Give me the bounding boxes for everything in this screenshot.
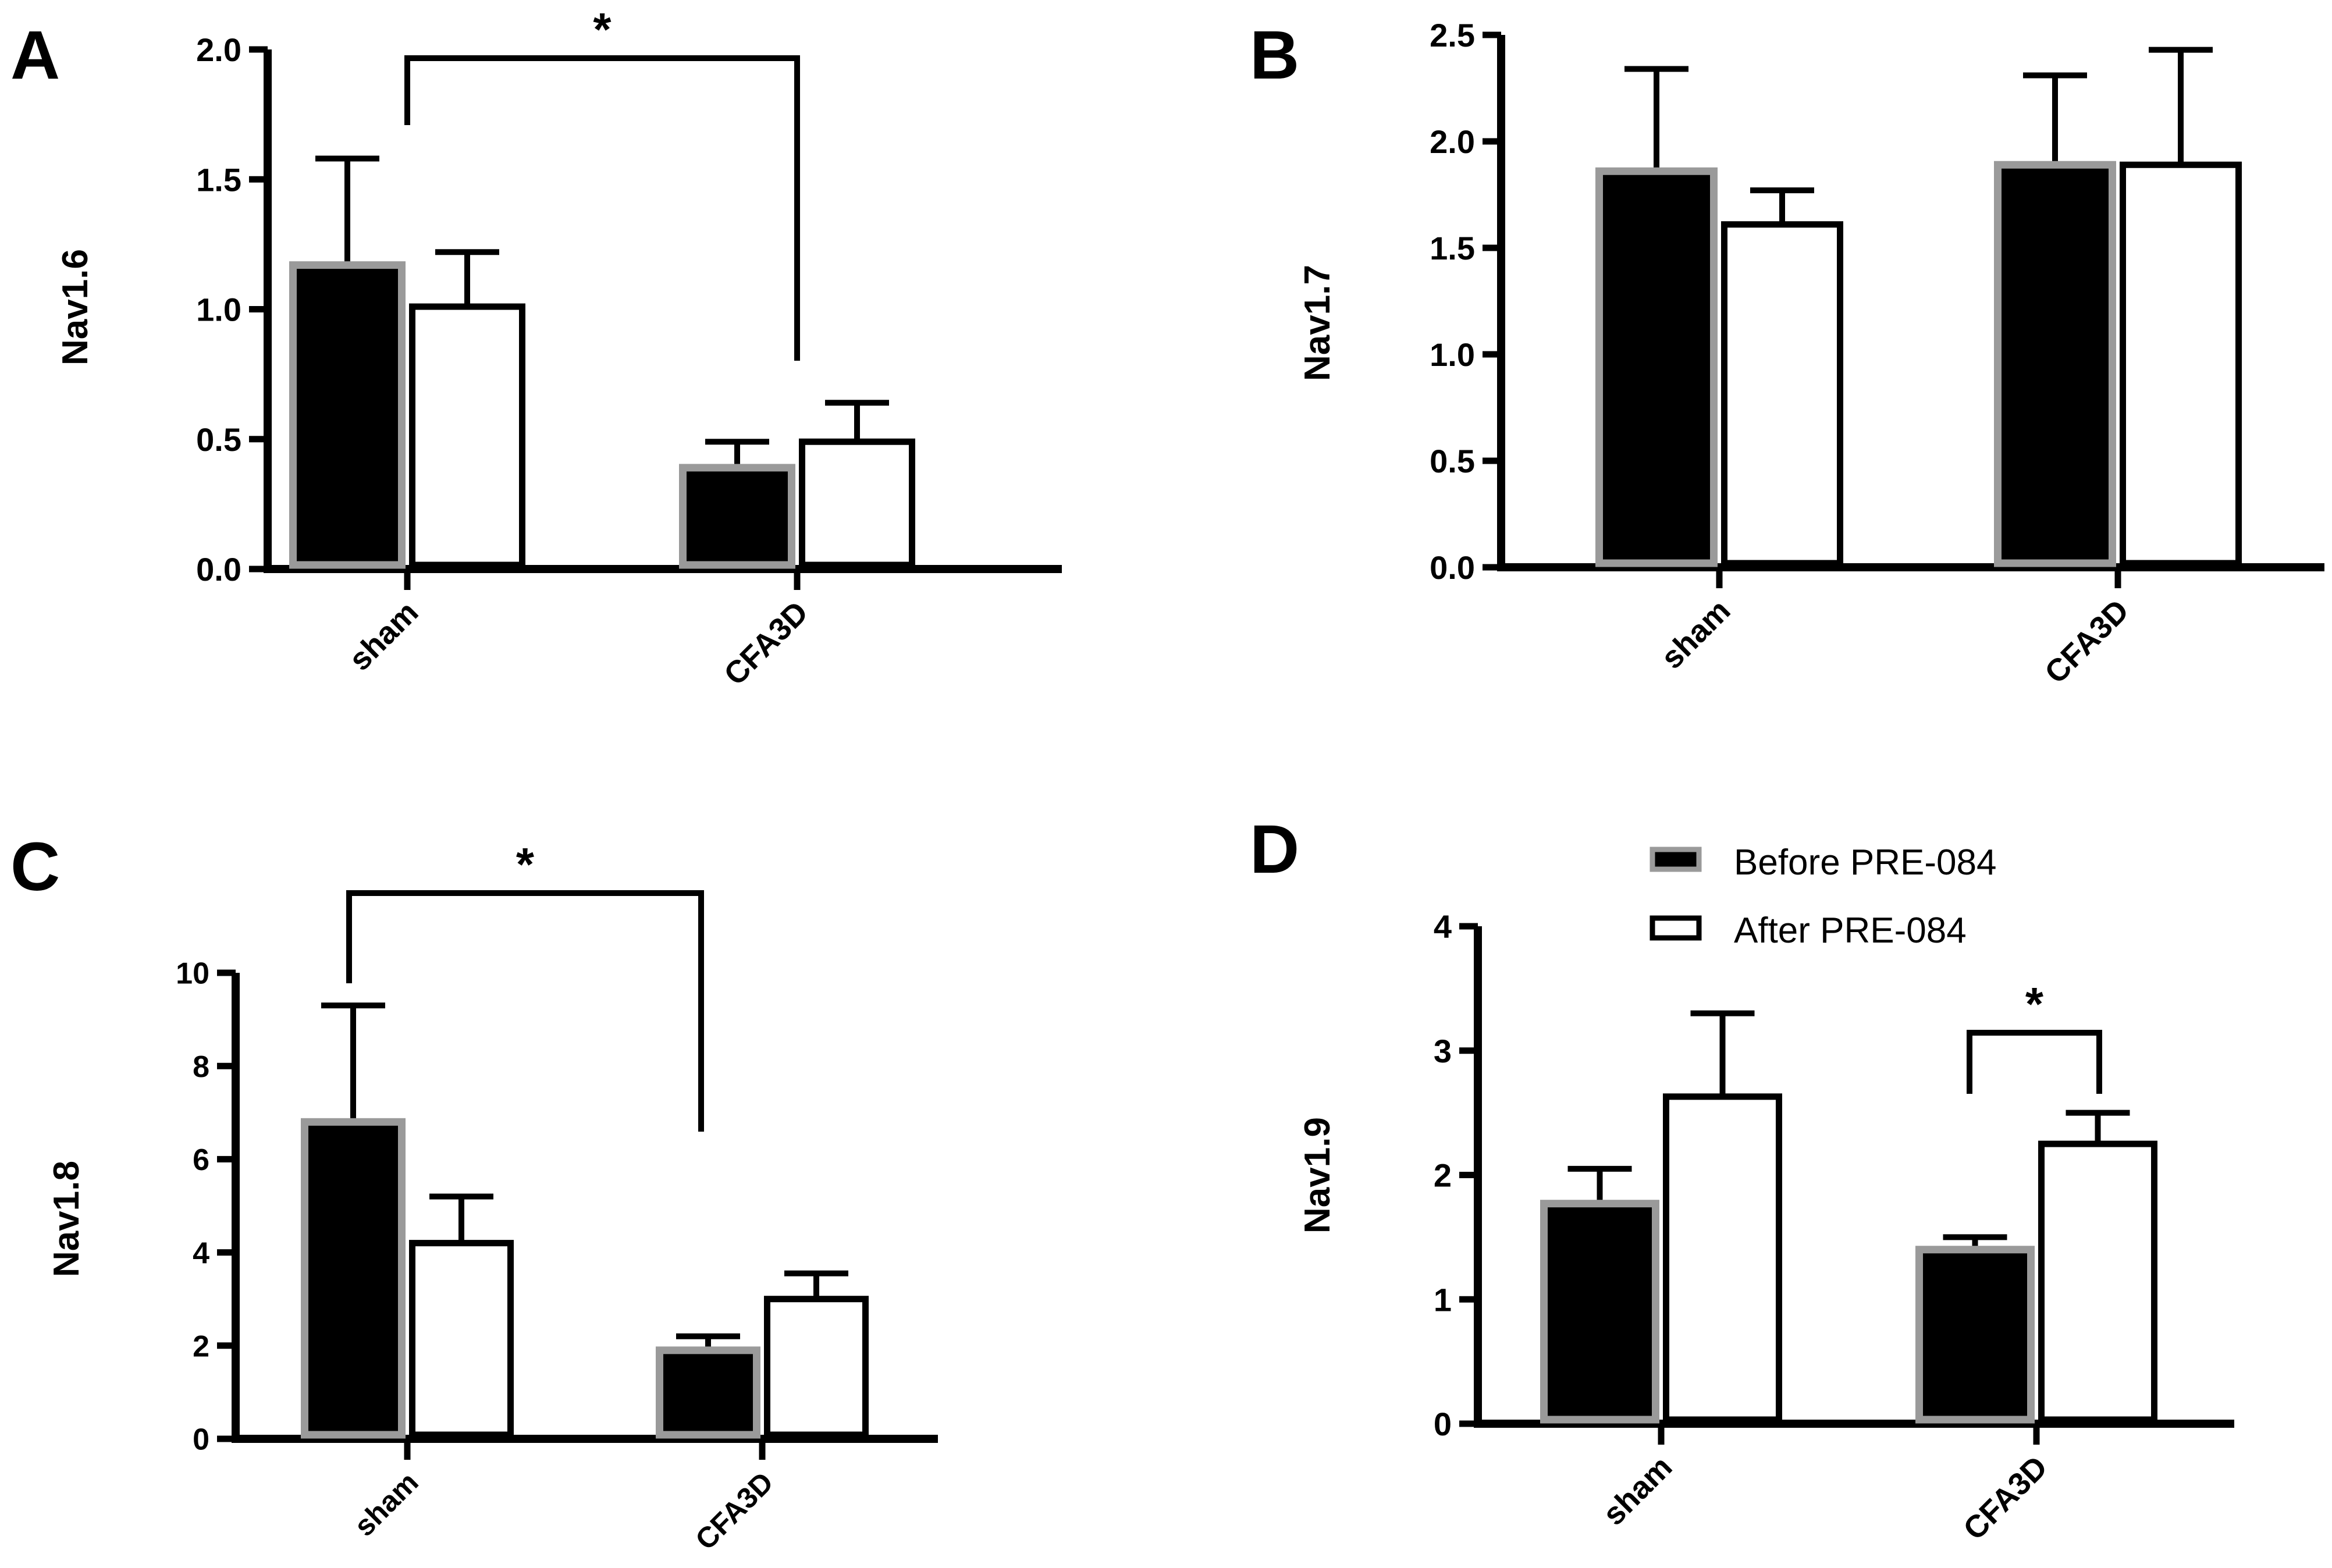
- panel-b-y-tick-label: 1.5: [1430, 230, 1475, 266]
- panel-c-y-tick-label: 8: [193, 1050, 209, 1084]
- panel-c-bar-before: [656, 1346, 760, 1439]
- legend-label-after: After PRE-084: [1734, 911, 1967, 951]
- panel-a-bar-before: [289, 261, 406, 569]
- panel-a-significance-bracket: [404, 55, 800, 361]
- panel-c-y-tick-label: 4: [193, 1236, 209, 1270]
- panel-a-significance-star: *: [593, 3, 612, 55]
- panel-c-ylabel: Nav1.8: [47, 1161, 87, 1277]
- panel-letter-b: B: [1250, 17, 1299, 94]
- panel-c-significance-bracket: [346, 890, 704, 1132]
- panel-c-bar-after: [409, 1240, 514, 1438]
- panel-a-ylabel: Nav1.6: [55, 249, 95, 365]
- panel-c-y-tick-label: 10: [176, 957, 209, 991]
- panel-b-x-tick-label: sham: [1654, 593, 1737, 675]
- legend: Before PRE-084 After PRE-084: [1650, 842, 1996, 951]
- panel-a-y-tick-label: 0.0: [196, 551, 241, 588]
- panel-b-ylabel: Nav1.7: [1297, 265, 1338, 381]
- panel-b-y-tick-label: 0.0: [1430, 549, 1475, 586]
- panel-d-y-tick-label: 1: [1434, 1281, 1452, 1318]
- panel-d-chart: 0 1 2 3 4 sham CFA3D *: [1434, 908, 2234, 1547]
- panel-d-y-tick-label: 2: [1434, 1157, 1452, 1194]
- legend-label-before: Before PRE-084: [1734, 842, 1996, 883]
- panel-c-x-tick-label: sham: [348, 1466, 425, 1542]
- panel-d-y-tick-label: 0: [1434, 1406, 1452, 1442]
- panel-b-x-tick-label: CFA3D: [2038, 593, 2136, 691]
- panel-b-bar-after: [2120, 161, 2242, 567]
- panel-d-x-tick-label: sham: [1596, 1449, 1679, 1532]
- panel-d-y-tick-label: 4: [1434, 908, 1452, 945]
- panel-d-bar-after: [1663, 1093, 1782, 1423]
- panel-c-bar-after: [764, 1296, 869, 1438]
- panel-d-bar-before: [1540, 1200, 1659, 1424]
- panel-b-y-tick-label: 1.0: [1430, 336, 1475, 373]
- panel-c-bar-before: [301, 1118, 406, 1439]
- panel-c-chart: 0 2 4 6 8 10 sham CFA3D *: [176, 838, 938, 1556]
- panel-a-y-tick-label: 2.0: [196, 31, 241, 68]
- panel-d-significance-star: *: [2025, 978, 2044, 1030]
- panel-b-y-tick-label: 0.5: [1430, 443, 1475, 479]
- panel-d-y-tick-label: 3: [1434, 1033, 1452, 1069]
- panel-d-significance-bracket: [1967, 1030, 2102, 1094]
- panel-c-significance-star: *: [516, 838, 535, 890]
- panel-c-y-tick-label: 0: [193, 1423, 209, 1457]
- panel-d-bar-after: [2038, 1140, 2157, 1423]
- panel-c-y-tick-label: 2: [193, 1330, 209, 1364]
- panel-a-y-tick-label: 0.5: [196, 421, 241, 458]
- panel-a-x-tick-label: sham: [342, 595, 425, 677]
- panel-a-x-tick-label: CFA3D: [717, 595, 815, 692]
- legend-swatch-after: [1650, 915, 1702, 941]
- panel-b-bar-before: [1994, 161, 2116, 567]
- panel-letter-d: D: [1250, 811, 1299, 888]
- panel-letter-a: A: [10, 17, 60, 94]
- panel-d-x-tick-label: CFA3D: [1957, 1449, 2054, 1547]
- panel-d-bar-before: [1915, 1246, 2035, 1424]
- panel-letter-c: C: [10, 829, 60, 905]
- legend-swatch-before: [1650, 847, 1702, 872]
- panel-a-chart: 0.0 0.5 1.0 1.5 2.0 sham CFA3D *: [196, 3, 1062, 692]
- panel-a-bar-after: [409, 303, 525, 568]
- panel-a-bar-before: [679, 464, 795, 569]
- panel-a-y-tick-label: 1.0: [196, 291, 241, 328]
- panel-b-bar-after: [1721, 221, 1843, 567]
- panel-b-bar-before: [1595, 167, 1718, 567]
- panel-d-ylabel: Nav1.9: [1297, 1117, 1338, 1233]
- panel-b-y-tick-label: 2.0: [1430, 123, 1475, 160]
- panel-c-y-tick-label: 6: [193, 1143, 209, 1177]
- panel-b-chart: 0.0 0.5 1.0 1.5 2.0 2.5 sham CFA3D: [1430, 17, 2324, 691]
- panel-a-bar-after: [799, 438, 915, 568]
- panel-c-x-tick-label: CFA3D: [689, 1466, 780, 1556]
- panel-a-y-tick-label: 1.5: [196, 161, 241, 198]
- panel-b-y-tick-label: 2.5: [1430, 17, 1475, 54]
